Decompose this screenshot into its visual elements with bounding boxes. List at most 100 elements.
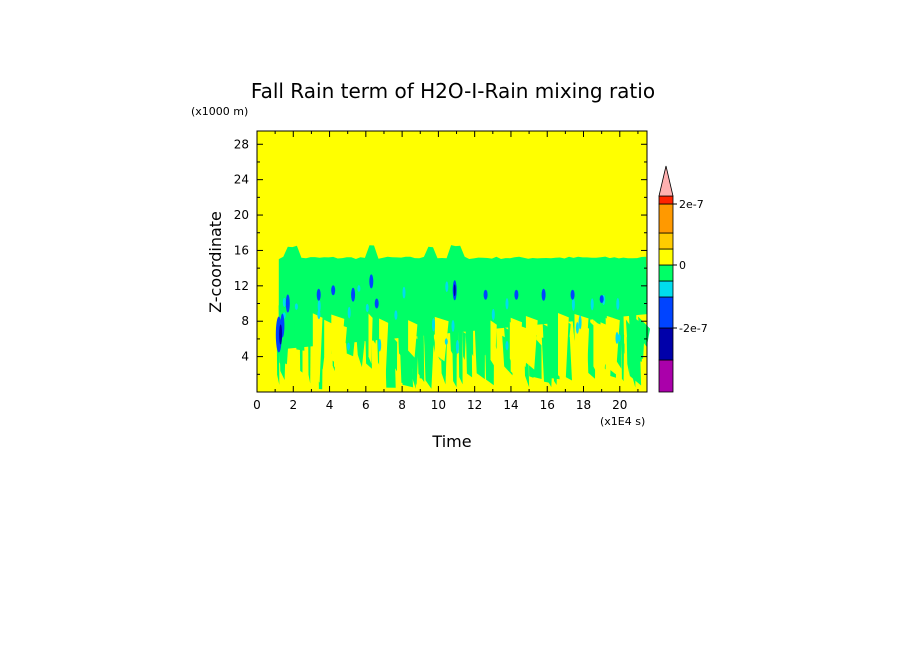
green-patch (417, 329, 425, 383)
x-tick-label: 4 (326, 398, 334, 412)
cyan-streak (445, 281, 449, 293)
colorbar: 2e-7 0 -2e-7 (658, 165, 708, 393)
y-axis: 4 8 12 16 20 24 28 (234, 137, 647, 375)
plot-frame (256, 130, 648, 393)
cyan-streak (615, 332, 619, 344)
green-patch (625, 319, 636, 348)
y-tick-label: 16 (234, 243, 249, 257)
cyan-streak (365, 303, 369, 313)
dark-blue-streak (279, 324, 283, 345)
yellow-gap (434, 316, 449, 362)
green-patch (449, 320, 457, 361)
colorbar-segment (658, 248, 674, 266)
yellow-gap (596, 322, 608, 374)
green-patch (423, 329, 427, 357)
x-tick-label: 8 (398, 398, 406, 412)
green-patch (432, 332, 436, 353)
x-tick-label: 14 (503, 398, 518, 412)
cyan-streak (294, 303, 298, 310)
x-tick-label: 16 (540, 398, 555, 412)
x-axis: 0 2 4 6 8 10 12 14 16 18 20 (253, 131, 639, 412)
colorbar-label: 0 (679, 259, 686, 272)
contour-field (275, 245, 651, 390)
colorbar-segment (658, 232, 674, 250)
cyan-streak (455, 340, 459, 354)
cyan-streak (282, 297, 286, 308)
blue-streak (599, 295, 604, 304)
green-patch (464, 314, 474, 357)
colorbar-segment (658, 280, 674, 298)
x-multiplier-label: (x1E4 s) (600, 415, 645, 428)
green-patch (621, 330, 625, 382)
green-patch (626, 336, 630, 377)
x-tick-label: 6 (362, 398, 370, 412)
blue-streak (570, 289, 575, 300)
yellow-gap (490, 320, 497, 367)
y-multiplier-label: (x1000 m) (191, 105, 248, 118)
colorbar-label: -2e-7 (679, 322, 708, 335)
colorbar-segment (658, 327, 674, 361)
green-patch (287, 320, 291, 343)
colorbar-segment (658, 195, 674, 205)
blue-streak (514, 289, 519, 300)
y-tick-label: 4 (241, 350, 249, 364)
x-axis-label: Time (431, 432, 471, 451)
green-patch (356, 333, 365, 368)
blue-streak (285, 294, 290, 313)
yellow-gap (312, 313, 323, 383)
cyan-streak (357, 285, 361, 292)
colorbar-segment (658, 264, 674, 282)
cyan-streak (317, 299, 321, 313)
x-tick-label: 20 (612, 398, 627, 412)
cyan-streak (347, 306, 351, 319)
green-patch (308, 320, 311, 384)
green-patch (458, 320, 463, 385)
blue-streak (374, 298, 379, 309)
green-patch (294, 309, 297, 347)
cyan-streak (578, 315, 582, 330)
x-tick-label: 0 (253, 398, 261, 412)
chart-title: Fall Rain term of H2O-I-Rain mixing rati… (251, 79, 655, 103)
green-patch (299, 326, 303, 373)
cyan-streak (590, 298, 594, 311)
plot-area (256, 130, 651, 393)
colorbar-segment (658, 203, 674, 234)
yellow-gap (510, 317, 522, 379)
green-patch (552, 314, 559, 385)
cyan-streak (347, 342, 350, 351)
cyan-streak (432, 318, 435, 332)
x-tick-label: 10 (431, 398, 446, 412)
green-patch (628, 313, 642, 362)
blue-streak (351, 287, 356, 302)
y-tick-label: 20 (234, 208, 249, 222)
yellow-gap (408, 320, 418, 358)
cyan-streak (505, 298, 509, 310)
yellow-gap (525, 316, 538, 370)
green-patch (462, 331, 466, 360)
green-patch (423, 310, 435, 389)
blue-streak (483, 289, 488, 300)
y-tick-label: 12 (234, 279, 249, 293)
cyan-streak (378, 338, 382, 352)
cyan-streak (451, 320, 455, 332)
blue-streak (369, 274, 374, 289)
x-tick-label: 18 (576, 398, 591, 412)
y-tick-label: 28 (234, 137, 249, 151)
cyan-streak (617, 333, 621, 342)
yellow-gap (581, 324, 589, 379)
green-patch (542, 323, 552, 363)
cyan-streak (402, 286, 406, 299)
yellow-gap (558, 313, 569, 383)
cyan-streak (616, 298, 620, 310)
cyan-streak (317, 309, 321, 320)
dark-blue-streak (453, 284, 456, 297)
cyan-streak (491, 308, 495, 321)
cyan-streak (505, 340, 509, 351)
yellow-gap (334, 322, 347, 374)
yellow-gap (324, 319, 334, 364)
colorbar-segment (658, 296, 674, 329)
x-tick-label: 2 (289, 398, 297, 412)
blue-streak (541, 288, 546, 301)
cyan-streak (571, 297, 575, 311)
